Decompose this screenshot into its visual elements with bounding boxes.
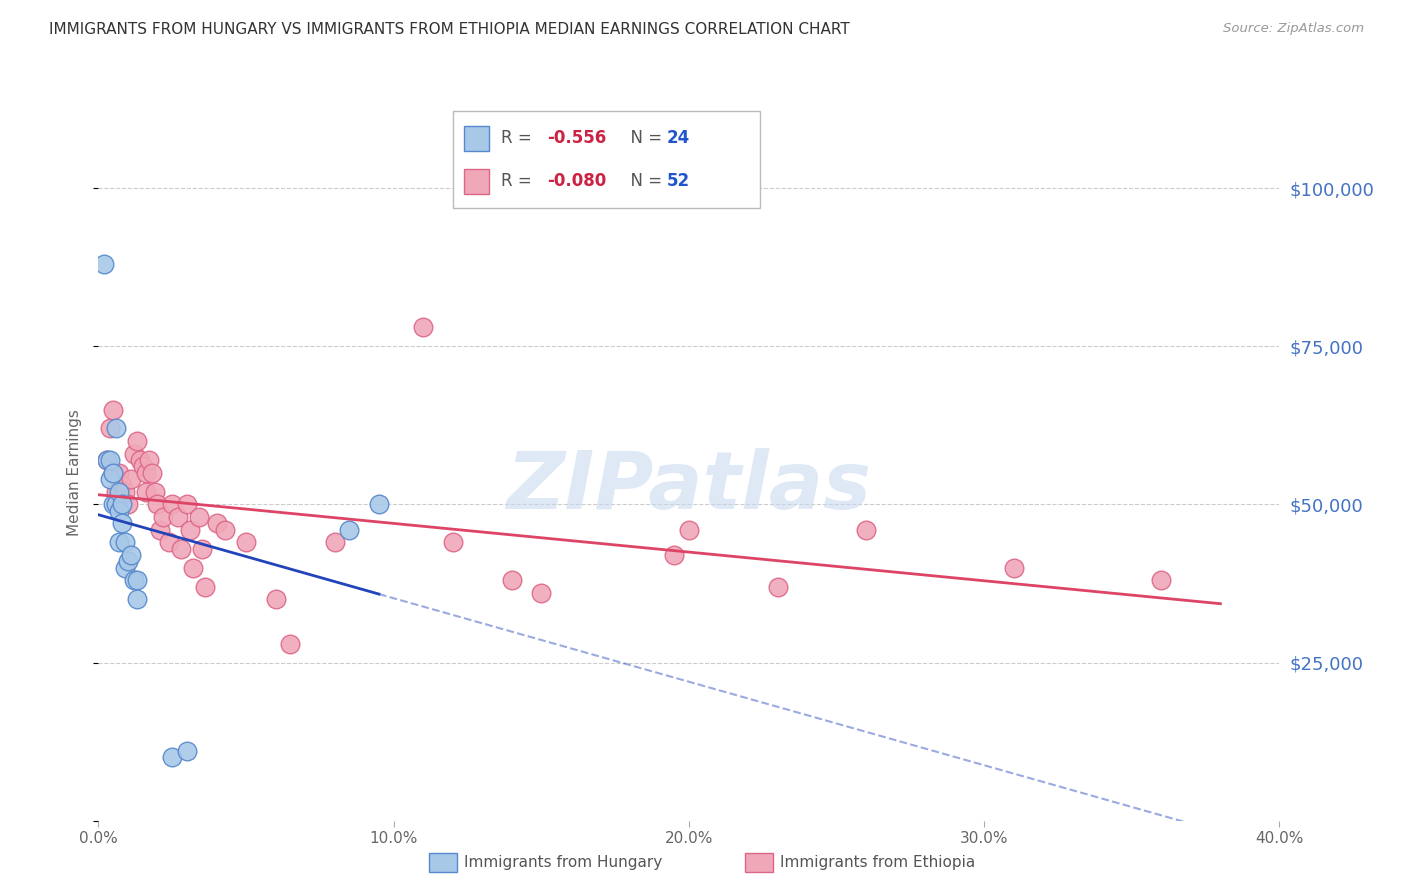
Text: 52: 52 bbox=[666, 172, 689, 190]
Point bbox=[205, 516, 228, 531]
Point bbox=[368, 497, 391, 511]
Point bbox=[278, 636, 302, 650]
Point bbox=[98, 453, 121, 467]
Point bbox=[339, 523, 360, 537]
Point bbox=[103, 466, 125, 480]
Text: IMMIGRANTS FROM HUNGARY VS IMMIGRANTS FROM ETHIOPIA MEDIAN EARNINGS CORRELATION : IMMIGRANTS FROM HUNGARY VS IMMIGRANTS FR… bbox=[49, 22, 851, 37]
Point bbox=[181, 560, 204, 574]
Point bbox=[664, 548, 686, 562]
Point bbox=[141, 466, 163, 480]
Point bbox=[114, 484, 136, 499]
Point bbox=[114, 535, 136, 549]
Text: Source: ZipAtlas.com: Source: ZipAtlas.com bbox=[1223, 22, 1364, 36]
Point bbox=[855, 523, 877, 537]
Point bbox=[678, 523, 700, 537]
Point bbox=[194, 580, 217, 594]
Text: 24: 24 bbox=[666, 129, 690, 147]
Point bbox=[105, 484, 128, 499]
Point bbox=[162, 497, 183, 511]
Point bbox=[149, 523, 172, 537]
Point bbox=[98, 472, 121, 486]
Point bbox=[187, 510, 209, 524]
Point bbox=[120, 548, 142, 562]
Point bbox=[108, 535, 131, 549]
Point bbox=[146, 497, 169, 511]
Point bbox=[135, 484, 157, 499]
Point bbox=[98, 421, 121, 435]
Point bbox=[191, 541, 214, 556]
Point bbox=[103, 497, 125, 511]
Text: -0.556: -0.556 bbox=[547, 129, 606, 147]
Point bbox=[167, 510, 190, 524]
Point bbox=[125, 434, 148, 449]
Point bbox=[152, 510, 174, 524]
Point bbox=[766, 580, 789, 594]
Point bbox=[170, 541, 193, 556]
Point bbox=[105, 421, 128, 435]
Text: Immigrants from Ethiopia: Immigrants from Ethiopia bbox=[780, 855, 976, 870]
Point bbox=[120, 472, 142, 486]
Point bbox=[143, 484, 166, 499]
Point bbox=[103, 466, 125, 480]
Point bbox=[214, 523, 236, 537]
Point bbox=[235, 535, 257, 549]
Point bbox=[441, 535, 464, 549]
Text: ZIPatlas: ZIPatlas bbox=[506, 448, 872, 525]
Point bbox=[122, 447, 145, 461]
Point bbox=[323, 535, 346, 549]
Point bbox=[179, 523, 201, 537]
Point bbox=[1002, 560, 1025, 574]
Y-axis label: Median Earnings: Median Earnings bbox=[67, 409, 83, 536]
Text: R =: R = bbox=[501, 172, 537, 190]
Point bbox=[138, 453, 160, 467]
Text: Immigrants from Hungary: Immigrants from Hungary bbox=[464, 855, 662, 870]
Point bbox=[105, 497, 128, 511]
Point bbox=[114, 560, 136, 574]
Point bbox=[117, 497, 139, 511]
Point bbox=[501, 574, 523, 588]
Point bbox=[111, 516, 134, 531]
Point bbox=[93, 257, 115, 271]
Point bbox=[111, 478, 134, 492]
Point bbox=[108, 466, 131, 480]
Point bbox=[176, 497, 198, 511]
Point bbox=[128, 453, 150, 467]
Point bbox=[176, 744, 198, 758]
Point bbox=[108, 504, 131, 518]
Text: N =: N = bbox=[620, 172, 668, 190]
Point bbox=[117, 554, 139, 568]
Point bbox=[412, 320, 434, 334]
Text: N =: N = bbox=[620, 129, 668, 147]
Point bbox=[530, 586, 553, 600]
Point bbox=[108, 484, 131, 499]
Point bbox=[122, 574, 145, 588]
Point bbox=[264, 592, 287, 607]
Point bbox=[96, 453, 118, 467]
Point bbox=[103, 402, 125, 417]
Point bbox=[132, 459, 155, 474]
Point bbox=[135, 466, 157, 480]
Text: -0.080: -0.080 bbox=[547, 172, 606, 190]
Point bbox=[1150, 574, 1173, 588]
Point bbox=[111, 497, 134, 511]
Point bbox=[105, 497, 128, 511]
Point bbox=[162, 750, 183, 764]
Text: R =: R = bbox=[501, 129, 537, 147]
Point bbox=[96, 453, 118, 467]
Point bbox=[125, 592, 148, 607]
Point bbox=[125, 574, 148, 588]
Point bbox=[157, 535, 180, 549]
